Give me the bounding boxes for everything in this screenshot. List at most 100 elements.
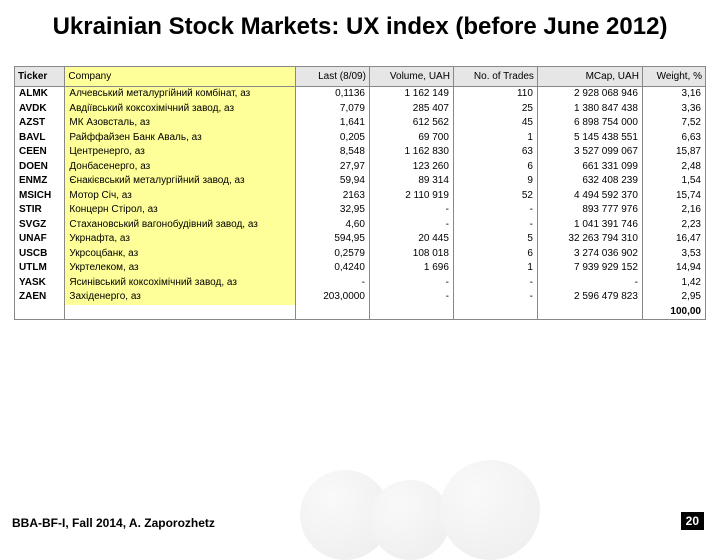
table-row: MSICHМотор Січ, аз21632 110 919524 494 5… <box>15 189 706 204</box>
table-cell: 893 777 976 <box>537 203 642 218</box>
table-cell: 69 700 <box>369 131 453 146</box>
table-cell: 1,42 <box>642 276 705 291</box>
table-row: USCBУкрсоцбанк, аз0,2579108 01863 274 03… <box>15 247 706 262</box>
table-cell: 3 274 036 902 <box>537 247 642 262</box>
table-cell: 0,2579 <box>296 247 370 262</box>
table-cell: 9 <box>453 174 537 189</box>
table-cell: 59,94 <box>296 174 370 189</box>
table-cell: 32 263 794 310 <box>537 232 642 247</box>
table-cell: 1 <box>453 131 537 146</box>
table-cell: SVGZ <box>15 218 65 233</box>
table-row: DOENДонбасенерго, аз27,97123 2606661 331… <box>15 160 706 175</box>
table-container: TickerCompanyLast (8/09)Volume, UAHNo. o… <box>0 46 720 320</box>
table-cell: 25 <box>453 102 537 117</box>
table-cell: 661 331 099 <box>537 160 642 175</box>
table-cell: 2,95 <box>642 290 705 305</box>
total-cell <box>453 305 537 320</box>
table-cell: 2,23 <box>642 218 705 233</box>
table-row: AVDKАвдіївський коксохімічний завод, аз7… <box>15 102 706 117</box>
table-cell: ZAEN <box>15 290 65 305</box>
table-cell: 6,63 <box>642 131 705 146</box>
table-cell: STIR <box>15 203 65 218</box>
table-cell: UTLM <box>15 261 65 276</box>
table-cell: - <box>537 276 642 291</box>
table-cell: 612 562 <box>369 116 453 131</box>
table-cell: 2 596 479 823 <box>537 290 642 305</box>
table-cell: 7,079 <box>296 102 370 117</box>
bg-decor <box>300 450 600 560</box>
table-cell: - <box>369 276 453 291</box>
table-cell: Алчевський металургійний комбінат, аз <box>65 87 296 102</box>
table-cell: Авдіївський коксохімічний завод, аз <box>65 102 296 117</box>
table-cell: 0,1136 <box>296 87 370 102</box>
table-cell: 203,0000 <box>296 290 370 305</box>
table-body: ALMKАлчевський металургійний комбінат, а… <box>15 87 706 320</box>
table-row: AZSTМК Азовсталь, аз1,641612 562456 898 … <box>15 116 706 131</box>
total-cell <box>296 305 370 320</box>
table-cell: 7 939 929 152 <box>537 261 642 276</box>
table-cell: 5 145 438 551 <box>537 131 642 146</box>
table-cell: ENMZ <box>15 174 65 189</box>
table-row: STIRКонцерн Стірол, аз32,95--893 777 976… <box>15 203 706 218</box>
table-cell: USCB <box>15 247 65 262</box>
table-cell: 52 <box>453 189 537 204</box>
table-cell: Західенерго, аз <box>65 290 296 305</box>
table-cell: AVDK <box>15 102 65 117</box>
table-cell: 123 260 <box>369 160 453 175</box>
column-header: Last (8/09) <box>296 67 370 87</box>
table-cell: 108 018 <box>369 247 453 262</box>
table-cell: BAVL <box>15 131 65 146</box>
table-cell: 594,95 <box>296 232 370 247</box>
table-cell: 7,52 <box>642 116 705 131</box>
table-cell: Райффайзен Банк Аваль, аз <box>65 131 296 146</box>
table-cell: - <box>453 276 537 291</box>
table-cell: 1 162 830 <box>369 145 453 160</box>
table-cell: 27,97 <box>296 160 370 175</box>
table-cell: CEEN <box>15 145 65 160</box>
table-cell: 14,94 <box>642 261 705 276</box>
table-cell: Єнакієвський металургійний завод, аз <box>65 174 296 189</box>
table-cell: 1 380 847 438 <box>537 102 642 117</box>
table-cell: 3 527 099 067 <box>537 145 642 160</box>
table-cell: 2 110 919 <box>369 189 453 204</box>
table-cell: 89 314 <box>369 174 453 189</box>
table-row: ALMKАлчевський металургійний комбінат, а… <box>15 87 706 102</box>
table-cell: Укрсоцбанк, аз <box>65 247 296 262</box>
table-cell: 3,53 <box>642 247 705 262</box>
table-cell: 2,48 <box>642 160 705 175</box>
table-cell: 20 445 <box>369 232 453 247</box>
table-cell: DOEN <box>15 160 65 175</box>
table-cell: ALMK <box>15 87 65 102</box>
column-header: Company <box>65 67 296 87</box>
table-cell: 3,36 <box>642 102 705 117</box>
column-header: Weight, % <box>642 67 705 87</box>
total-cell: 100,00 <box>642 305 705 320</box>
table-cell: - <box>453 290 537 305</box>
column-header: Ticker <box>15 67 65 87</box>
table-row: ZAENЗахіденерго, аз203,0000--2 596 479 8… <box>15 290 706 305</box>
table-cell: 4,60 <box>296 218 370 233</box>
table-cell: 0,4240 <box>296 261 370 276</box>
total-row: 100,00 <box>15 305 706 320</box>
table-cell: 1 041 391 746 <box>537 218 642 233</box>
page-number: 20 <box>681 512 704 530</box>
table-cell: 1,54 <box>642 174 705 189</box>
table-cell: Укртелеком, аз <box>65 261 296 276</box>
table-row: CEENЦентренерго, аз8,5481 162 830633 527… <box>15 145 706 160</box>
table-cell: 6 <box>453 247 537 262</box>
table-row: ENMZЄнакієвський металургійний завод, аз… <box>15 174 706 189</box>
table-cell: Центренерго, аз <box>65 145 296 160</box>
ux-index-table: TickerCompanyLast (8/09)Volume, UAHNo. o… <box>14 66 706 320</box>
table-cell: Ясинівський коксохімічний завод, аз <box>65 276 296 291</box>
total-cell <box>15 305 65 320</box>
table-cell: 2 928 068 946 <box>537 87 642 102</box>
table-cell: 6 898 754 000 <box>537 116 642 131</box>
table-cell: - <box>453 203 537 218</box>
table-cell: 4 494 592 370 <box>537 189 642 204</box>
footer-text: BBA-BF-I, Fall 2014, A. Zaporozhetz <box>12 516 215 530</box>
column-header: MCap, UAH <box>537 67 642 87</box>
total-cell <box>537 305 642 320</box>
table-cell: YASK <box>15 276 65 291</box>
table-row: YASKЯсинівський коксохімічний завод, аз -… <box>15 276 706 291</box>
total-cell <box>369 305 453 320</box>
